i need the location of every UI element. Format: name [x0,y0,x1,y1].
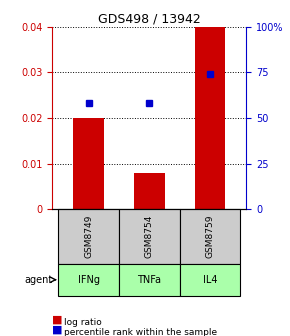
Text: GSM8749: GSM8749 [84,215,93,258]
Text: ■: ■ [52,325,63,335]
Text: log ratio: log ratio [64,318,102,327]
Bar [195,27,225,209]
Text: IFNg: IFNg [78,275,100,285]
Bar [134,173,164,209]
FancyBboxPatch shape [119,264,180,296]
FancyBboxPatch shape [180,264,240,296]
Text: TNFa: TNFa [137,275,161,285]
Text: ■: ■ [52,314,63,325]
Bar [73,118,104,209]
Text: GSM8759: GSM8759 [206,215,215,258]
FancyBboxPatch shape [180,209,240,264]
Text: GSM8754: GSM8754 [145,215,154,258]
Title: GDS498 / 13942: GDS498 / 13942 [98,13,201,26]
FancyBboxPatch shape [58,264,119,296]
Text: IL4: IL4 [203,275,217,285]
FancyBboxPatch shape [119,209,180,264]
FancyBboxPatch shape [58,209,119,264]
Text: percentile rank within the sample: percentile rank within the sample [64,328,217,336]
Text: agent: agent [24,275,52,285]
